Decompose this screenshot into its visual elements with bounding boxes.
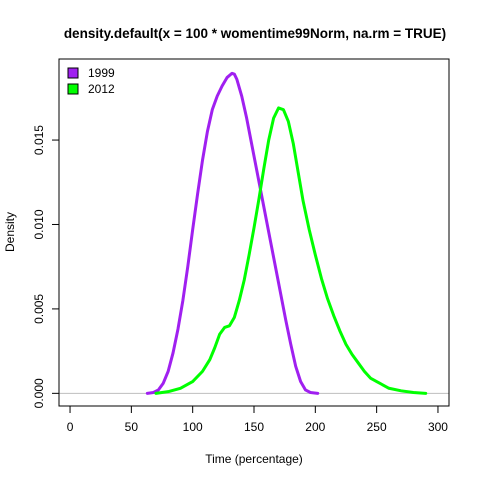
y-tick-label-0.000: 0.000 [32, 378, 46, 408]
x-tick-label-150: 150 [244, 420, 264, 434]
x-axis: 0 50 100 150 200 250 300 [67, 406, 448, 434]
y-axis-label: Density [3, 212, 17, 252]
x-tick-label-50: 50 [125, 420, 139, 434]
series-line-2012 [154, 106, 428, 395]
y-tick-label-0.005: 0.005 [32, 294, 46, 324]
x-tick-label-200: 200 [305, 420, 325, 434]
chart-title: density.default(x = 100 * womentime99Nor… [64, 26, 446, 41]
legend-label-1999: 1999 [88, 66, 115, 80]
x-tick-label-250: 250 [367, 420, 387, 434]
y-tick-label-0.010: 0.010 [32, 209, 46, 239]
x-tick-label-0: 0 [67, 420, 74, 434]
legend-swatch-1999 [67, 67, 79, 79]
y-tick-label-0.015: 0.015 [32, 125, 46, 155]
x-tick-label-300: 300 [428, 420, 448, 434]
x-axis-label: Time (percentage) [205, 452, 303, 466]
series-group [145, 71, 428, 395]
series-line-1999 [145, 71, 320, 395]
legend: 1999 2012 [67, 66, 115, 96]
legend-swatch-2012 [67, 83, 79, 95]
x-tick-label-100: 100 [183, 420, 203, 434]
y-axis: 0.000 0.005 0.010 0.015 [32, 125, 59, 408]
legend-label-2012: 2012 [88, 82, 115, 96]
